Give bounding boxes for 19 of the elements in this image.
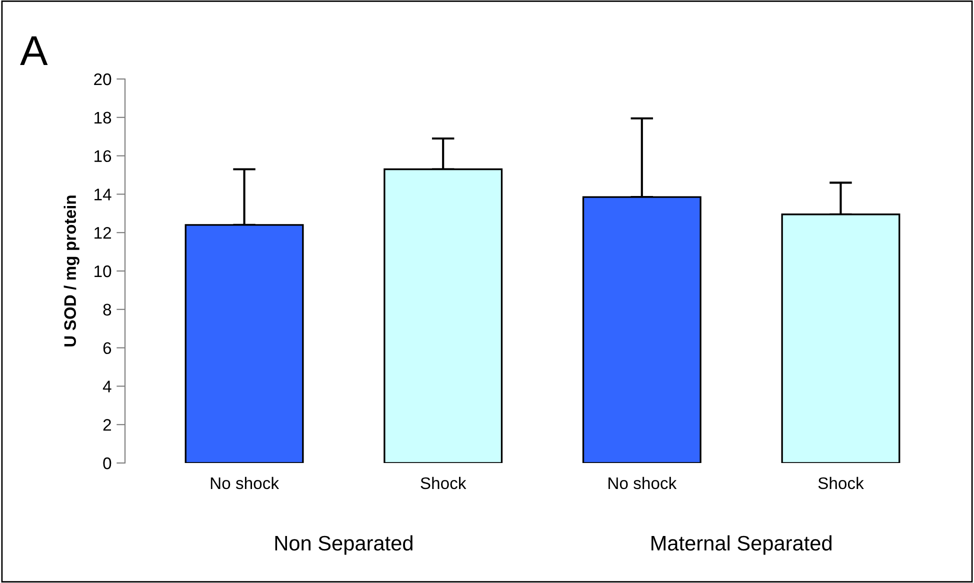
y-axis-title: U SOD / mg protein <box>64 196 80 346</box>
y-tick-label: 2 <box>103 419 111 431</box>
y-tick-label: 4 <box>102 380 112 392</box>
y-tick-label: 8 <box>103 304 112 316</box>
x-tick-label: No shock <box>210 476 280 490</box>
text: Maternal Separated <box>652 535 832 555</box>
y-tick-label: 14 <box>94 188 112 200</box>
y-tick-label: 10 <box>94 265 112 278</box>
y-tick-label: 12 <box>94 227 111 239</box>
x-tick-label: Shock <box>420 476 466 490</box>
chart-title: A <box>20 36 48 65</box>
x-tick-label: Shock <box>818 476 864 490</box>
y-tick-label: 20 <box>94 73 112 86</box>
y-tick-label: 18 <box>94 112 112 124</box>
y-tick-label: 0 <box>103 457 112 470</box>
text: Non Separated <box>275 535 412 555</box>
x-tick-label: No shock <box>608 476 677 490</box>
y-tick-label: 6 <box>103 342 112 354</box>
y-tick-label: 16 <box>94 150 112 162</box>
